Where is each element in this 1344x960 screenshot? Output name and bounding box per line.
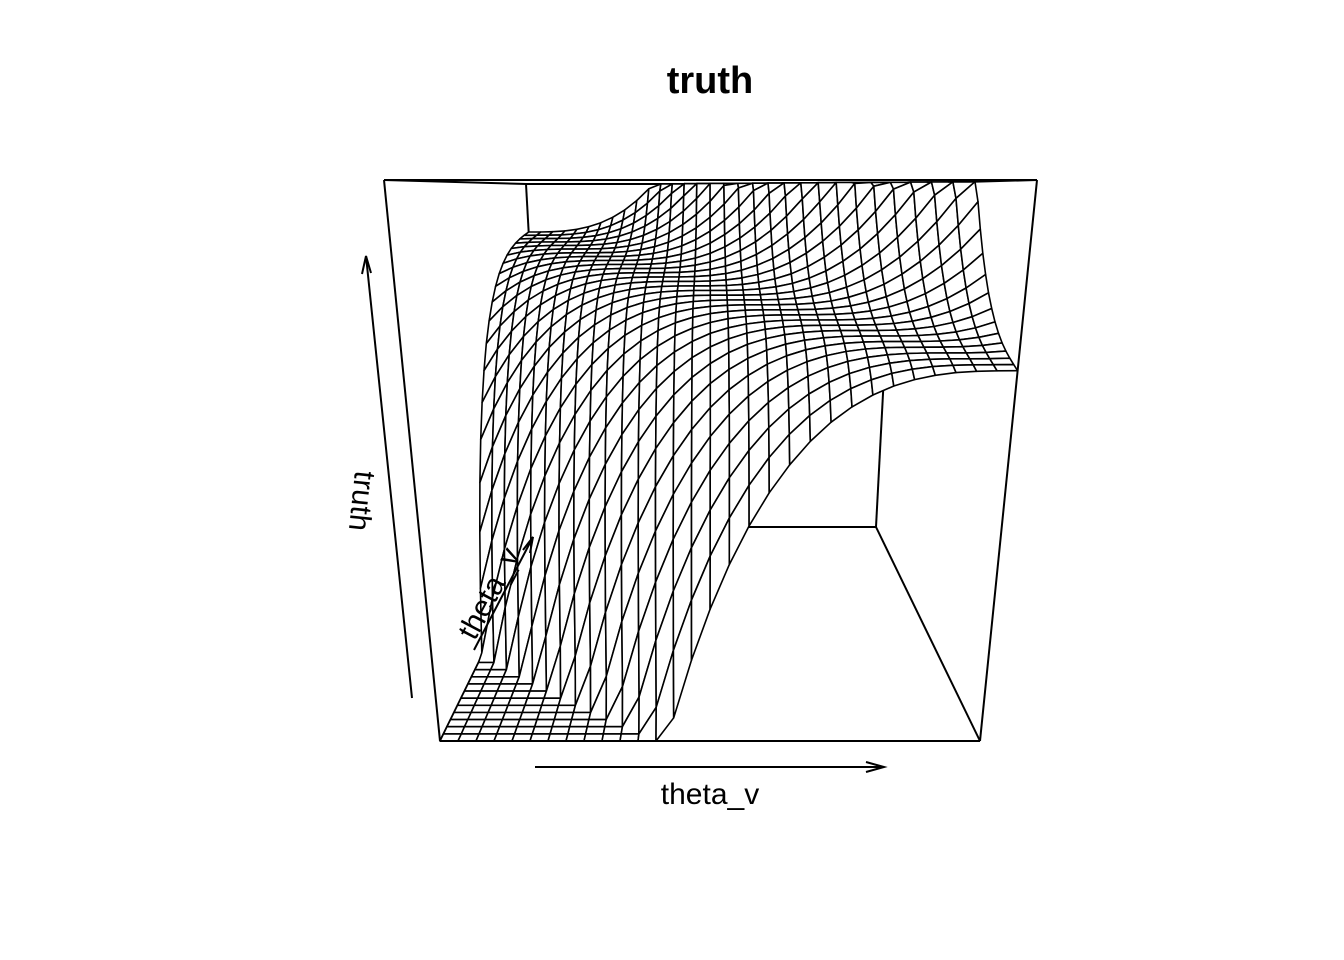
surface-facet xyxy=(879,335,903,343)
surface-facet xyxy=(513,725,536,735)
surface-facet xyxy=(518,711,541,721)
surface-facet xyxy=(524,697,545,707)
surface-facet xyxy=(856,323,879,332)
surface-facet xyxy=(877,329,901,337)
surface-facet xyxy=(837,324,861,332)
y-axis-arrow xyxy=(473,536,534,651)
surface-facet xyxy=(570,711,592,721)
surface-facet xyxy=(549,725,571,735)
surface-facet xyxy=(516,718,538,728)
surface-facet xyxy=(551,718,573,728)
surface-facet xyxy=(911,365,937,381)
z-axis-label: truth xyxy=(342,469,381,532)
surface-facet xyxy=(493,733,516,742)
box-front-edges xyxy=(383,179,1038,742)
surface-facet xyxy=(601,733,623,742)
surface-facet xyxy=(511,733,534,742)
z-axis-arrow xyxy=(361,255,413,699)
x-axis-label: theta_v xyxy=(661,778,759,811)
surface-facet xyxy=(533,718,556,728)
surface-facet xyxy=(567,725,589,735)
surface-facet xyxy=(583,733,605,742)
x-axis-arrow xyxy=(535,761,888,773)
box-edge-bottom-right xyxy=(875,526,981,742)
box-edge-front-right-vertical xyxy=(979,179,1038,742)
surface-facet xyxy=(536,711,558,721)
surface-facet xyxy=(586,718,608,728)
surface-facet xyxy=(540,697,562,707)
surface-facet xyxy=(553,711,575,721)
surface-facet xyxy=(521,704,543,714)
surface-facet xyxy=(602,725,624,735)
box-edge-front-left-vertical xyxy=(383,179,441,742)
surface-mesh xyxy=(439,180,1019,742)
surface-facet xyxy=(531,725,554,735)
chart-title: truth xyxy=(667,60,754,102)
surface-facet xyxy=(619,733,640,742)
box-edge-top-left xyxy=(383,179,527,185)
surface-facet xyxy=(495,725,518,735)
surface-facet xyxy=(992,363,1019,372)
surface-facet xyxy=(835,318,858,327)
surface-facet xyxy=(529,733,551,742)
surface-facet xyxy=(565,733,587,742)
surface-facet xyxy=(584,725,606,735)
surface-facet xyxy=(547,733,569,742)
surface-facet xyxy=(568,718,590,728)
surface-facet xyxy=(931,364,957,377)
surface-facet xyxy=(555,704,577,714)
surface-facet xyxy=(538,704,560,714)
surface-facet xyxy=(988,357,1015,366)
